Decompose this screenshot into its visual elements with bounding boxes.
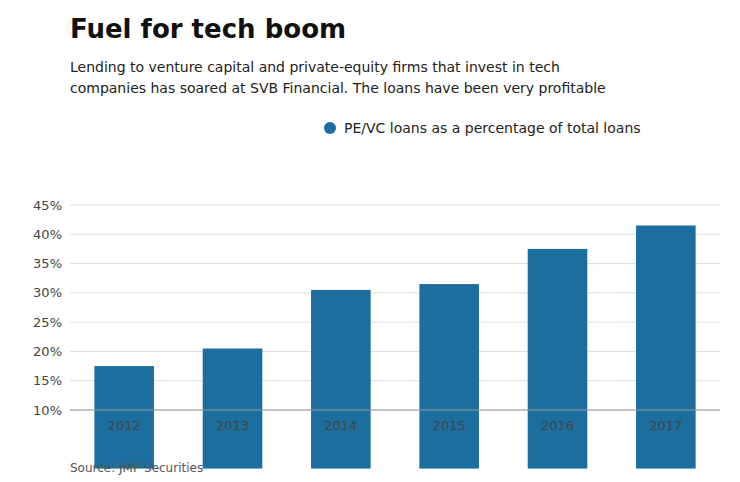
grid-line (70, 322, 720, 323)
source: Source: JMP Securities (70, 461, 203, 475)
grid-line (70, 205, 720, 206)
bar (94, 366, 154, 469)
y-tick-label: 45% (33, 198, 62, 213)
grid-line (70, 292, 720, 293)
x-tick-label: 2015 (433, 418, 466, 433)
grid-line (70, 380, 720, 381)
y-tick-label: 10% (33, 403, 62, 418)
legend-dot (324, 122, 336, 134)
legend-label: PE/VC loans as a percentage of total loa… (344, 120, 641, 136)
x-tick-label: 2017 (649, 418, 682, 433)
bar (528, 249, 588, 469)
bar (203, 349, 263, 469)
subtitle-line: Lending to venture capital and private-e… (70, 59, 560, 75)
y-tick-label: 35% (33, 256, 62, 271)
grid-line (70, 234, 720, 235)
grid-line (70, 410, 720, 411)
x-axis-line (70, 410, 720, 411)
chart: Fuel for tech boom Lending to venture cap… (0, 0, 740, 482)
y-tick-label: 25% (33, 315, 62, 330)
x-tick-label: 2014 (324, 418, 357, 433)
grid-line (70, 351, 720, 352)
subtitle: Lending to venture capital and private-e… (70, 59, 606, 96)
grid-line (70, 263, 720, 264)
x-tick-label: 2013 (216, 418, 249, 433)
bar (636, 226, 696, 469)
x-tick-label: 2016 (541, 418, 574, 433)
x-tick-label: 2012 (108, 418, 141, 433)
bar (419, 284, 479, 469)
y-tick-label: 20% (33, 344, 62, 359)
y-tick-label: 40% (33, 227, 62, 242)
subtitle-line: companies has soared at SVB Financial. T… (70, 80, 606, 96)
y-tick-label: 30% (33, 285, 62, 300)
bar (311, 290, 371, 469)
grid (70, 205, 720, 410)
title: Fuel for tech boom (70, 14, 346, 44)
y-tick-label: 15% (33, 373, 62, 388)
